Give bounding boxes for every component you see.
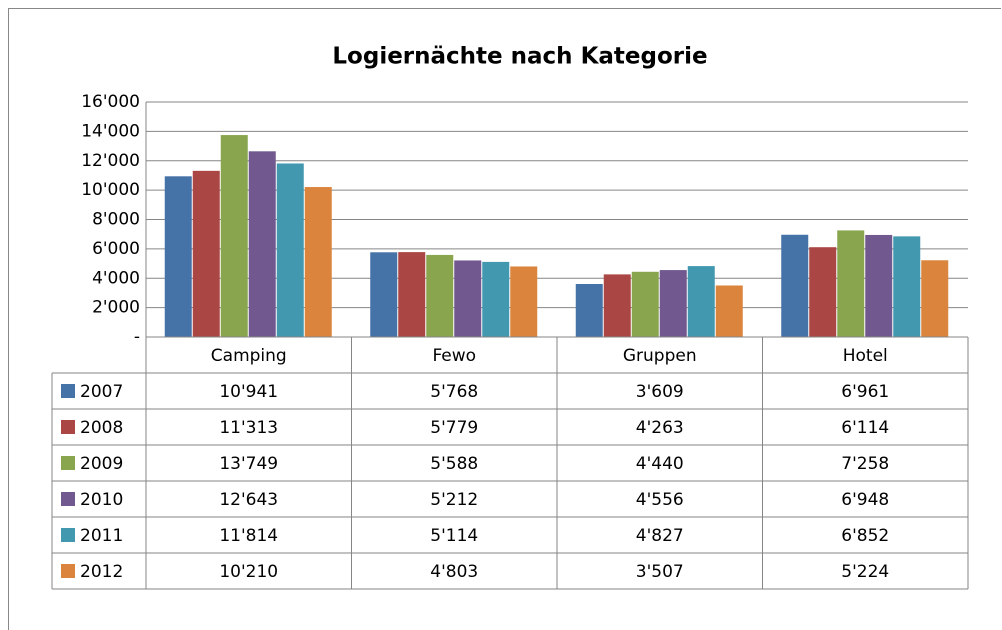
data-label: 6'961 bbox=[841, 382, 889, 402]
bar bbox=[454, 260, 482, 337]
bar bbox=[192, 170, 220, 337]
data-label: 4'440 bbox=[636, 454, 684, 474]
legend-label: 2009 bbox=[80, 454, 123, 474]
y-tick-label: 12'000 bbox=[81, 151, 140, 171]
legend-swatch bbox=[61, 492, 75, 506]
data-label: 11'313 bbox=[219, 418, 278, 438]
legend-label: 2007 bbox=[80, 382, 123, 402]
bar bbox=[220, 135, 248, 337]
y-tick-label: 6'000 bbox=[92, 239, 140, 259]
bar bbox=[304, 187, 332, 337]
data-label: 5'768 bbox=[430, 382, 478, 402]
bar bbox=[575, 283, 603, 337]
data-label: 5'588 bbox=[430, 454, 478, 474]
data-label: 4'803 bbox=[430, 562, 478, 582]
bar bbox=[893, 236, 921, 337]
chart-title: Logiernächte nach Kategorie bbox=[332, 44, 707, 70]
y-tick-label: 8'000 bbox=[92, 210, 140, 230]
data-label: 10'210 bbox=[219, 562, 278, 582]
legend-label: 2011 bbox=[80, 526, 123, 546]
data-label: 6'114 bbox=[841, 418, 889, 438]
y-tick-label: 10'000 bbox=[81, 180, 140, 200]
data-label: 3'609 bbox=[636, 382, 684, 402]
bar bbox=[276, 163, 304, 337]
x-tick-label: Gruppen bbox=[623, 346, 697, 366]
bar bbox=[426, 254, 454, 337]
data-label: 4'556 bbox=[636, 490, 684, 510]
legend-swatch bbox=[61, 420, 75, 434]
y-tick-label: - bbox=[134, 327, 140, 347]
bar bbox=[837, 230, 865, 337]
legend-swatch bbox=[61, 528, 75, 542]
bar bbox=[164, 176, 192, 337]
bar bbox=[781, 234, 809, 337]
data-label: 11'814 bbox=[219, 526, 278, 546]
data-label: 10'941 bbox=[219, 382, 278, 402]
data-label: 5'779 bbox=[430, 418, 478, 438]
data-label: 4'263 bbox=[636, 418, 684, 438]
bar bbox=[482, 261, 510, 337]
x-tick-label: Fewo bbox=[432, 346, 476, 366]
bar bbox=[631, 271, 659, 337]
bar bbox=[510, 266, 538, 337]
bar bbox=[398, 252, 426, 337]
legend-label: 2010 bbox=[80, 490, 123, 510]
data-label: 3'507 bbox=[636, 562, 684, 582]
data-label: 5'212 bbox=[430, 490, 478, 510]
bar bbox=[809, 247, 837, 337]
legend-swatch bbox=[61, 456, 75, 470]
bar bbox=[715, 285, 743, 337]
bar bbox=[659, 270, 687, 337]
data-label: 4'827 bbox=[636, 526, 684, 546]
y-tick-label: 14'000 bbox=[81, 121, 140, 141]
data-label: 7'258 bbox=[841, 454, 889, 474]
data-label: 5'224 bbox=[841, 562, 889, 582]
legend-label: 2012 bbox=[80, 562, 123, 582]
x-tick-label: Camping bbox=[211, 346, 287, 366]
y-tick-label: 16'000 bbox=[81, 92, 140, 112]
bar bbox=[370, 252, 398, 337]
data-label: 6'948 bbox=[841, 490, 889, 510]
bar bbox=[248, 151, 276, 337]
x-tick-label: Hotel bbox=[843, 346, 888, 366]
legend-label: 2008 bbox=[80, 418, 123, 438]
legend-swatch bbox=[61, 564, 75, 578]
bar bbox=[921, 260, 949, 337]
data-label: 6'852 bbox=[841, 526, 889, 546]
bar bbox=[687, 266, 715, 337]
y-tick-label: 4'000 bbox=[92, 268, 140, 288]
data-label: 12'643 bbox=[219, 490, 278, 510]
data-label: 5'114 bbox=[430, 526, 478, 546]
legend-swatch bbox=[61, 384, 75, 398]
y-tick-label: 2'000 bbox=[92, 298, 140, 318]
data-label: 13'749 bbox=[219, 454, 278, 474]
bar bbox=[603, 274, 631, 337]
bar bbox=[865, 234, 893, 337]
